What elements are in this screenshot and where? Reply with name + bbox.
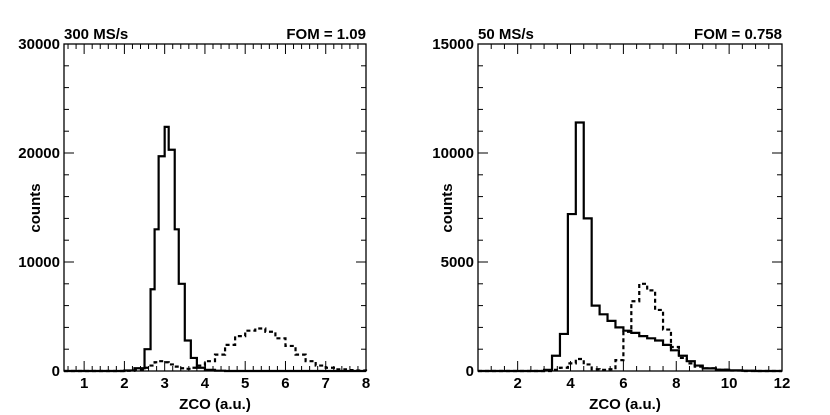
x-tick-label: 2: [120, 375, 128, 392]
chart-panel-300mss: 300 MS/s FOM = 1.09 ZCO (a.u.) counts 1 2…: [18, 26, 370, 413]
panel-top-right-label: FOM = 1.09: [286, 26, 366, 43]
x-tick-label: 10: [721, 375, 738, 392]
panel-top-left-label: 50 MS/s: [478, 26, 534, 43]
histogram-solid-series: [478, 121, 782, 373]
x-tick-label: 1: [80, 375, 88, 392]
panel-top-right-label: FOM = 0.758: [694, 26, 782, 43]
y-tick-label: 0: [466, 363, 474, 380]
panel-top-left-label: 300 MS/s: [64, 26, 128, 43]
y-axis-label: counts: [439, 183, 456, 232]
y-tick-label: 0: [52, 363, 60, 380]
y-tick-label: 5000: [441, 254, 474, 271]
x-axis-label: ZCO (a.u.): [179, 396, 251, 413]
x-axis-label: ZCO (a.u.): [589, 396, 661, 413]
y-tick-label: 20000: [18, 145, 60, 162]
plot-frame: [477, 43, 783, 372]
histogram-dashed-series: [64, 327, 368, 373]
y-axis-label: counts: [27, 183, 44, 232]
x-tick-label: 12: [774, 375, 791, 392]
y-tick-label: 10000: [432, 145, 474, 162]
x-tick-label: 8: [362, 375, 370, 392]
x-tick-label: 4: [566, 375, 575, 392]
x-tick-label: 2: [513, 375, 521, 392]
x-tick-label: 8: [672, 375, 680, 392]
x-tick-label: 6: [619, 375, 627, 392]
plot-frame: [63, 43, 367, 372]
y-tick-label: 10000: [18, 254, 60, 271]
x-tick-label: 3: [160, 375, 168, 392]
x-tick-label: 4: [201, 375, 210, 392]
x-tick-label: 7: [322, 375, 330, 392]
chart-panel-50mss: 50 MS/s FOM = 0.758 ZCO (a.u.) counts 2 4…: [432, 26, 790, 413]
y-tick-label: 15000: [432, 36, 474, 53]
histogram-solid-series: [64, 125, 366, 373]
x-tick-label: 6: [281, 375, 289, 392]
x-tick-label: 5: [241, 375, 249, 392]
y-tick-label: 30000: [18, 36, 60, 53]
histogram-dashed-series: [478, 282, 782, 373]
